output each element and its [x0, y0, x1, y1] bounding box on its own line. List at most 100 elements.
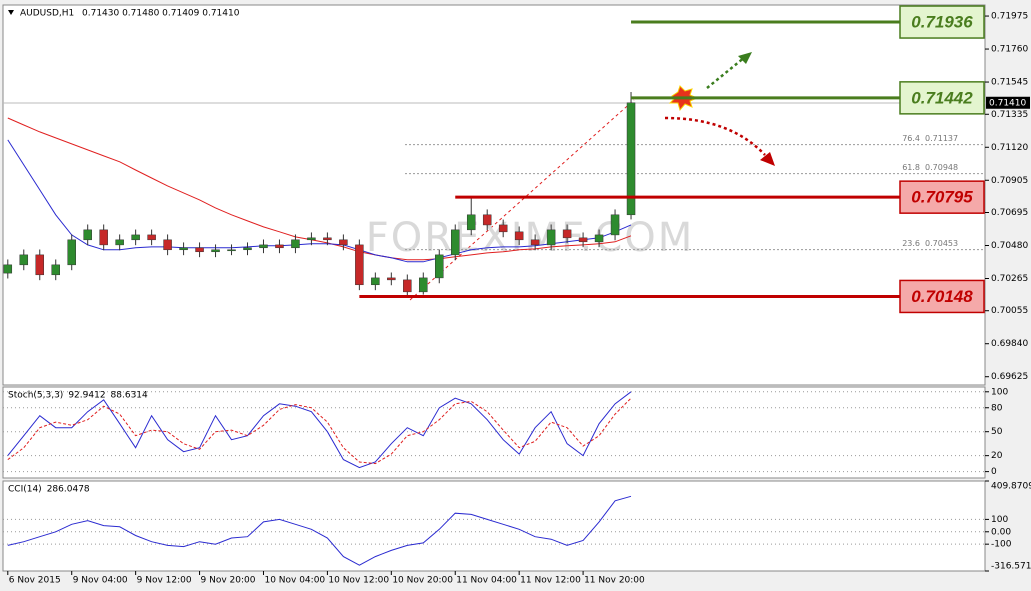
candle-body	[243, 247, 252, 251]
y-tick-label: 0.71335	[991, 110, 1028, 120]
fib-ratio: 23.6	[902, 239, 920, 248]
y-tick-label: 0.71760	[991, 45, 1028, 55]
level-label: 0.71936	[911, 13, 973, 32]
candle-body	[403, 279, 412, 293]
indicator-title: Stoch(5,3,3)	[8, 391, 63, 401]
fib-ratio: 61.8	[902, 163, 920, 172]
indicator-value: 92.9412	[68, 391, 105, 401]
candle-body	[514, 231, 524, 241]
candle-body	[195, 247, 204, 253]
moving-average	[7, 117, 632, 261]
up-arrow-head	[738, 52, 752, 64]
x-tick-label: 9 Nov 04:00	[73, 576, 128, 586]
candle-body	[307, 237, 316, 241]
cci-panel	[2, 480, 986, 572]
menu-arrow	[8, 10, 14, 15]
y-tick-label: 0.71545	[991, 78, 1028, 88]
y-tick-label: 20	[991, 451, 1003, 461]
y-tick-label: 0.70055	[991, 306, 1028, 316]
x-tick-label: 11 Nov 20:00	[584, 576, 645, 586]
candle-body	[131, 234, 140, 241]
candle-body	[211, 249, 220, 253]
level-label: 0.71442	[911, 88, 973, 107]
candle-body	[163, 239, 172, 251]
x-tick-label: 9 Nov 20:00	[201, 576, 256, 586]
y-tick-label: 409.8709	[991, 482, 1031, 492]
down-arrow-head	[760, 152, 775, 166]
down-arrow	[664, 116, 766, 156]
x-tick-label: 11 Nov 12:00	[520, 576, 581, 586]
level-box	[899, 180, 985, 214]
candle-body	[435, 254, 444, 279]
candle-body	[99, 229, 108, 246]
candle-body	[546, 229, 556, 246]
y-tick-label: 50	[991, 427, 1003, 437]
candle-body	[530, 239, 540, 246]
level-box	[899, 81, 985, 115]
y-tick-label: 100	[991, 515, 1008, 525]
y-tick-label: 0.69840	[991, 339, 1028, 349]
fib-anchor	[409, 99, 635, 301]
level-box	[899, 5, 985, 39]
y-tick-label: -316.5713	[991, 562, 1031, 572]
candle-body	[419, 277, 428, 293]
candle-body	[355, 244, 364, 286]
candle-body	[147, 234, 156, 241]
candle-body	[562, 229, 572, 239]
candle-body	[115, 239, 124, 246]
candle-body	[594, 234, 604, 243]
stoch-panel	[2, 386, 986, 479]
candle-body	[450, 229, 460, 256]
last-price-box	[986, 96, 1030, 109]
level-label: 0.70795	[911, 188, 973, 207]
candle-body	[83, 229, 92, 241]
y-tick-label: 0.70905	[991, 176, 1028, 186]
y-tick-label: 0	[991, 467, 997, 477]
last-price: 0.71410	[989, 98, 1026, 108]
candle-body	[626, 102, 636, 216]
fib-price: 0.71137	[925, 134, 958, 143]
level-box	[899, 279, 985, 314]
x-tick-label: 10 Nov 20:00	[392, 576, 453, 586]
symbol: AUDUSD,H1	[20, 9, 74, 19]
candle-body	[19, 254, 29, 266]
y-tick-label: 0.71120	[991, 143, 1028, 153]
candle-body	[466, 214, 476, 231]
indicator-title: CCI(14)	[8, 485, 42, 495]
candle-body	[387, 277, 396, 281]
candle-body	[275, 244, 284, 249]
fib-price: 0.70948	[925, 163, 958, 172]
y-tick-label: 0.70480	[991, 241, 1028, 251]
y-tick-label: 100	[991, 388, 1008, 398]
indicator-value: 88.6314	[111, 391, 148, 401]
candle-body	[227, 249, 236, 252]
candle-body	[371, 277, 380, 286]
x-tick-label: 11 Nov 04:00	[456, 576, 517, 586]
x-tick-label: 6 Nov 2015	[9, 576, 61, 586]
x-tick-label: 10 Nov 04:00	[264, 576, 325, 586]
fib-price: 0.70453	[925, 239, 958, 248]
indicator-line	[7, 391, 632, 469]
y-tick-label: 0.71975	[991, 12, 1028, 22]
x-tick-label: 10 Nov 12:00	[328, 576, 389, 586]
watermark: FOREXIMF.COM	[366, 215, 695, 261]
level-label: 0.70148	[911, 287, 973, 306]
y-tick-label: 0.70265	[991, 274, 1028, 284]
candle-body	[498, 224, 508, 233]
y-tick-label: 80	[991, 403, 1003, 413]
candle-body	[482, 214, 492, 226]
candle-body	[323, 237, 332, 241]
y-tick-label: 0.70695	[991, 208, 1028, 218]
ohlc-info: 0.71430 0.71480 0.71409 0.71410	[82, 9, 240, 19]
candle-body	[179, 247, 188, 251]
candle-body	[291, 239, 300, 249]
main-panel	[2, 4, 986, 386]
up-arrow	[706, 56, 746, 89]
indicator-line	[7, 495, 632, 566]
candle-body	[3, 264, 13, 274]
y-tick-label: -100	[991, 540, 1012, 550]
candle-body	[578, 237, 588, 243]
candle-body	[339, 239, 348, 246]
